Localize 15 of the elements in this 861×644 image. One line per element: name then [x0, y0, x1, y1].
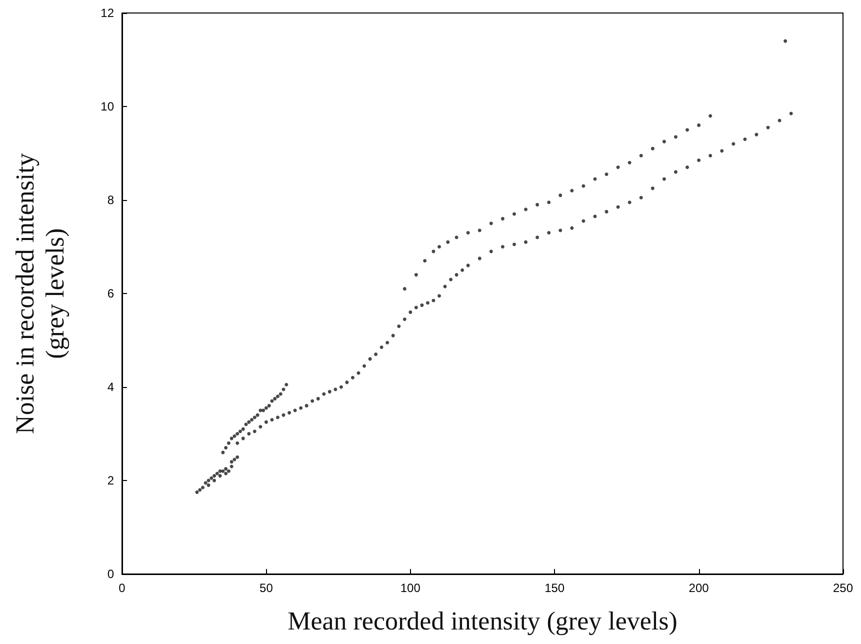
x-tick-label: 100: [400, 581, 421, 595]
x-tick-label: 50: [260, 581, 274, 595]
y-tick-label: 6: [107, 286, 114, 300]
x-tick-label: 150: [544, 581, 565, 595]
x-tick-label: 200: [688, 581, 710, 595]
y-tick-label: 0: [107, 567, 114, 581]
x-tick-label: 250: [832, 581, 854, 595]
y-tick-label: 12: [100, 6, 114, 20]
y-tick-label: 8: [107, 193, 114, 207]
y-tick-label: 4: [107, 380, 114, 394]
y-tick-label: 2: [107, 474, 114, 488]
x-axis-title: Mean recorded intensity (grey levels): [288, 606, 678, 636]
y-tick-label: 10: [100, 100, 114, 114]
y-axis-title: Noise in recorded intensity (grey levels): [10, 153, 70, 434]
x-tick-label: 0: [118, 581, 126, 595]
